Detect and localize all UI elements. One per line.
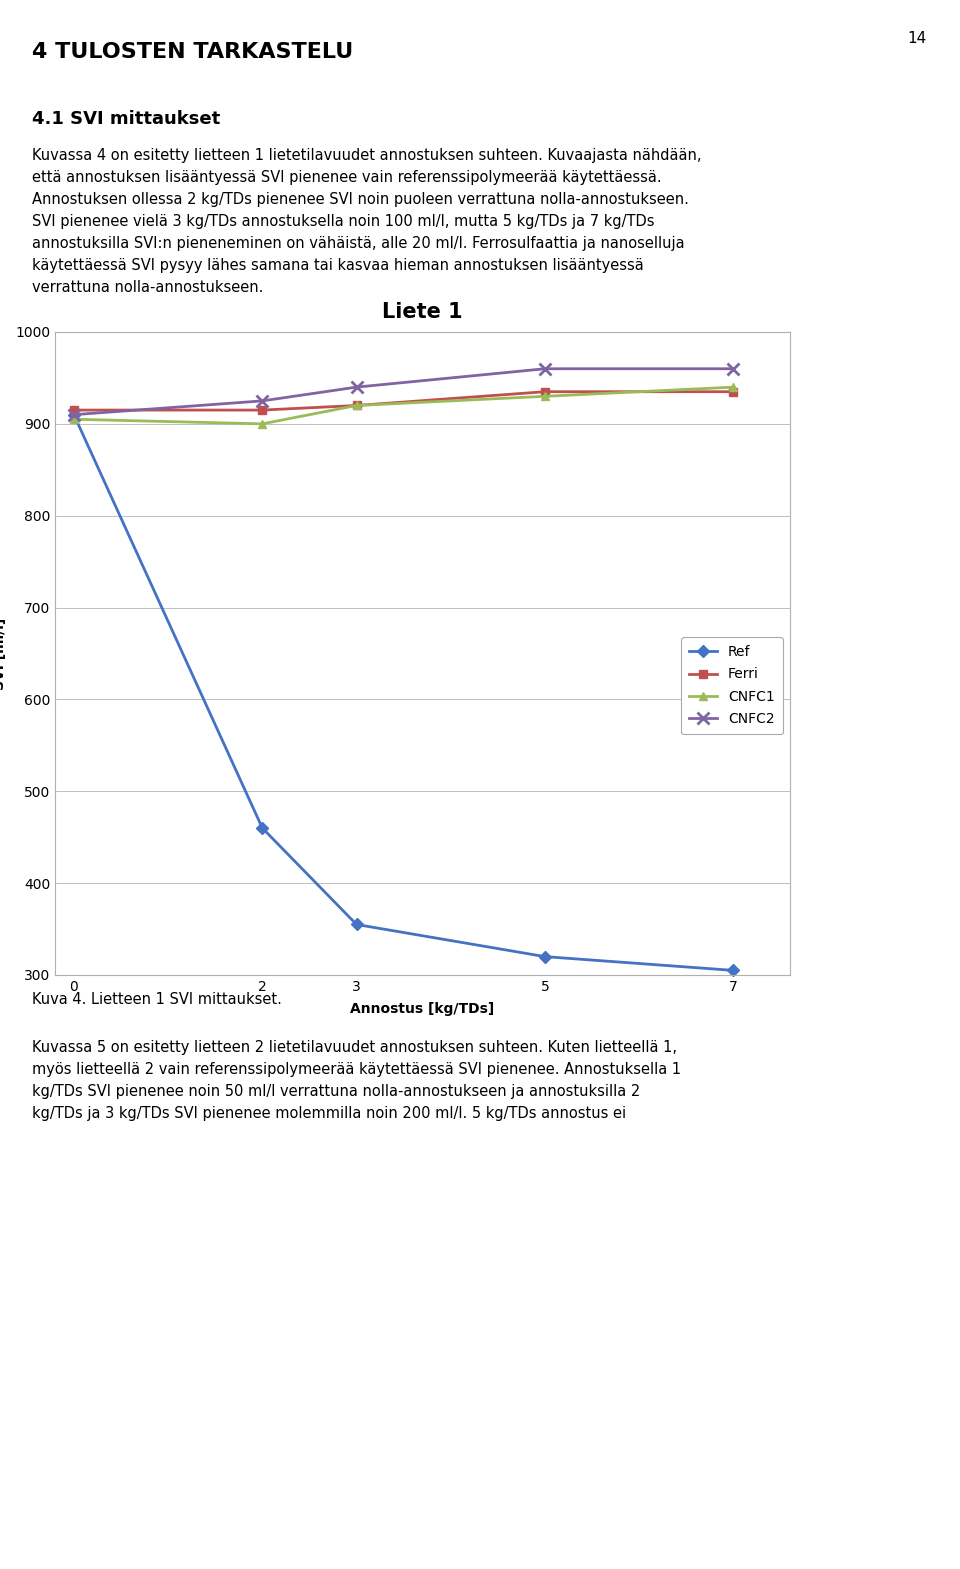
Title: Liete 1: Liete 1 [382,303,463,322]
Y-axis label: SVI [ml/l]: SVI [ml/l] [0,617,7,690]
Ferri [728,383,739,402]
Ferri [68,400,80,419]
Text: Kuva 4. Lietteen 1 SVI mittaukset.: Kuva 4. Lietteen 1 SVI mittaukset. [32,992,282,1007]
Text: että annostuksen lisääntyessä SVI pienenee vain referenssipolymeerää käytettäess: että annostuksen lisääntyessä SVI pienen… [32,169,661,185]
CNFC2 [68,405,80,424]
Line: Ref: Ref [70,411,737,974]
CNFC1 [728,378,739,397]
CNFC2 [350,378,362,397]
Line: CNFC1: CNFC1 [70,383,737,428]
Text: 4 TULOSTEN TARKASTELU: 4 TULOSTEN TARKASTELU [32,42,353,63]
Line: CNFC2: CNFC2 [68,362,739,420]
Text: SVI pienenee vielä 3 kg/TDs annostuksella noin 100 ml/l, mutta 5 kg/TDs ja 7 kg/: SVI pienenee vielä 3 kg/TDs annostuksell… [32,213,655,229]
CNFC1 [350,395,362,414]
Line: Ferri: Ferri [70,388,737,414]
Text: kg/TDs ja 3 kg/TDs SVI pienenee molemmilla noin 200 ml/l. 5 kg/TDs annostus ei: kg/TDs ja 3 kg/TDs SVI pienenee molemmil… [32,1106,626,1120]
CNFC2 [728,359,739,378]
Legend: Ref, Ferri, CNFC1, CNFC2: Ref, Ferri, CNFC1, CNFC2 [681,637,783,734]
Text: kg/TDs SVI pienenee noin 50 ml/l verrattuna nolla-annostukseen ja annostuksilla : kg/TDs SVI pienenee noin 50 ml/l verratt… [32,1084,640,1098]
CNFC1 [68,410,80,428]
Ref [256,819,268,838]
CNFC2 [256,392,268,411]
Text: 14: 14 [907,31,926,47]
Ref [728,960,739,979]
Ref [68,405,80,424]
CNFC1 [256,414,268,433]
CNFC2 [540,359,551,378]
Ferri [540,383,551,402]
CNFC1 [540,388,551,406]
Ferri [256,400,268,419]
Text: myös lietteellä 2 vain referenssipolymeerää käytettäessä SVI pienenee. Annostuks: myös lietteellä 2 vain referenssipolymee… [32,1062,682,1076]
Text: Annostuksen ollessa 2 kg/TDs pienenee SVI noin puoleen verrattuna nolla-annostuk: Annostuksen ollessa 2 kg/TDs pienenee SV… [32,191,689,207]
Text: Kuvassa 4 on esitetty lietteen 1 lietetilavuudet annostuksen suhteen. Kuvaajasta: Kuvassa 4 on esitetty lietteen 1 lieteti… [32,147,702,163]
Ferri [350,395,362,414]
Text: käytettäessä SVI pysyy lähes samana tai kasvaa hieman annostuksen lisääntyessä: käytettäessä SVI pysyy lähes samana tai … [32,257,644,273]
Text: Kuvassa 5 on esitetty lietteen 2 lietetilavuudet annostuksen suhteen. Kuten liet: Kuvassa 5 on esitetty lietteen 2 lieteti… [32,1040,677,1054]
Ref [540,948,551,967]
Text: annostuksilla SVI:n pieneneminen on vähäistä, alle 20 ml/l. Ferrosulfaattia ja n: annostuksilla SVI:n pieneneminen on vähä… [32,235,684,251]
Text: verrattuna nolla-annostukseen.: verrattuna nolla-annostukseen. [32,279,263,295]
X-axis label: Annostus [kg/TDs]: Annostus [kg/TDs] [350,1003,494,1017]
Text: 4.1 SVI mittaukset: 4.1 SVI mittaukset [32,110,220,129]
Ref [350,915,362,934]
